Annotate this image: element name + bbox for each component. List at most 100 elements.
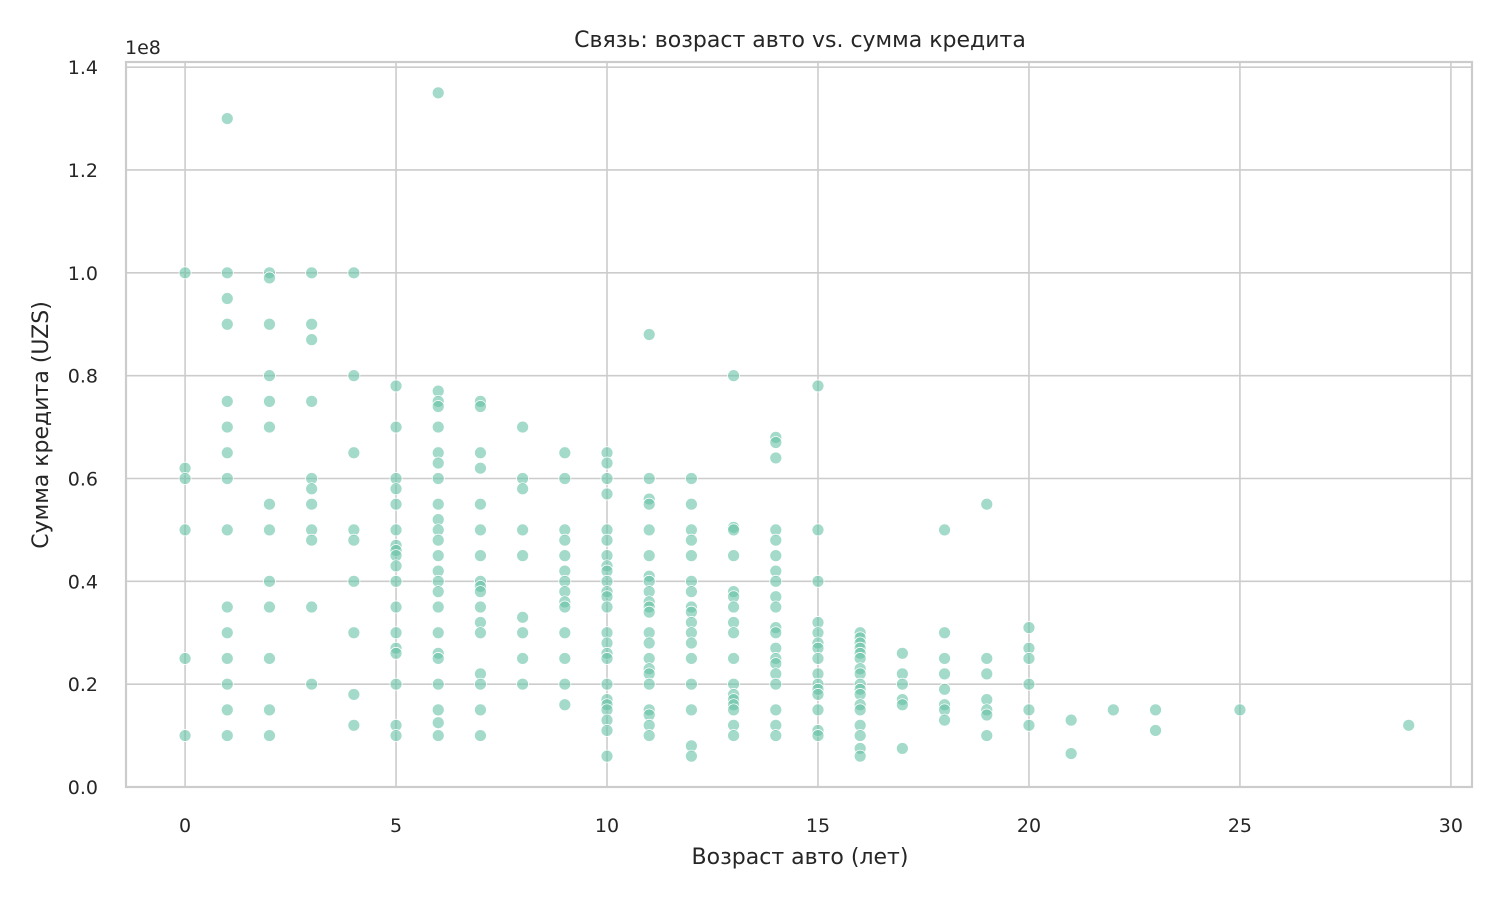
y-tick-labels: 0.0 0.2 0.4 0.6 0.8 1.0 1.2 1.4	[68, 57, 98, 799]
data-point	[727, 523, 740, 537]
data-point	[263, 574, 276, 588]
data-point	[220, 626, 234, 640]
data-point	[220, 420, 234, 434]
data-point	[389, 420, 403, 434]
data-point	[516, 677, 530, 691]
data-point	[685, 703, 698, 717]
data-point	[389, 379, 403, 393]
data-point	[431, 703, 445, 717]
data-point	[516, 549, 530, 563]
data-point	[642, 605, 656, 619]
data-point	[263, 394, 276, 408]
data-point	[431, 626, 445, 640]
data-point	[853, 749, 867, 763]
data-point	[305, 533, 319, 547]
data-point	[853, 729, 867, 742]
data-point	[895, 646, 909, 660]
x-tick-label: 5	[390, 815, 402, 837]
data-point	[474, 523, 487, 537]
data-point	[389, 626, 403, 640]
data-point	[642, 636, 656, 650]
data-point	[769, 549, 783, 563]
data-point	[220, 446, 234, 460]
data-point	[600, 487, 614, 501]
data-point	[980, 729, 994, 742]
data-point	[811, 652, 825, 665]
data-point	[347, 688, 361, 701]
data-point	[305, 333, 319, 347]
data-point	[980, 708, 994, 722]
x-tick-label: 25	[1228, 815, 1252, 837]
data-point	[389, 646, 403, 660]
y-offset-label: 1e8	[125, 37, 161, 59]
data-point	[474, 626, 487, 640]
x-axis-label: Возраст авто (лет)	[692, 845, 909, 870]
data-point	[474, 703, 487, 717]
plot-frame	[124, 60, 1474, 789]
data-point	[1149, 703, 1162, 717]
data-point	[305, 482, 319, 496]
data-point	[558, 698, 572, 712]
data-point	[389, 574, 403, 588]
data-point	[558, 549, 572, 563]
data-point	[431, 677, 445, 691]
data-point	[558, 626, 572, 640]
data-point	[642, 497, 656, 511]
data-point	[220, 677, 234, 691]
y-tick-label: 0.6	[68, 468, 98, 490]
data-point	[938, 682, 951, 696]
data-point	[853, 703, 867, 717]
data-point	[558, 446, 572, 460]
y-axis-label: Сумма кредита (UZS)	[29, 301, 54, 549]
data-point	[642, 328, 656, 341]
data-point	[389, 600, 403, 614]
data-point	[305, 317, 319, 331]
data-point	[178, 729, 192, 742]
data-point	[685, 549, 698, 563]
data-point	[474, 677, 487, 691]
data-point	[1022, 652, 1036, 665]
data-point	[389, 729, 403, 742]
data-point	[685, 749, 698, 763]
data-point	[642, 472, 656, 485]
data-point	[516, 482, 530, 496]
data-point	[431, 497, 445, 511]
data-point	[600, 456, 614, 470]
data-point	[769, 574, 783, 588]
data-point	[1233, 703, 1247, 717]
data-point	[347, 626, 361, 640]
data-point	[1106, 703, 1120, 717]
y-tick-label: 1.4	[68, 57, 98, 79]
data-point	[685, 677, 698, 691]
data-point	[1022, 718, 1036, 732]
data-point	[980, 497, 994, 511]
data-point	[727, 600, 740, 614]
data-point	[600, 749, 614, 763]
data-point	[600, 652, 614, 665]
data-point	[263, 703, 276, 717]
data-point	[220, 112, 234, 125]
data-point	[263, 523, 276, 537]
data-point	[474, 549, 487, 563]
data-point	[1022, 703, 1036, 717]
data-point	[220, 266, 234, 280]
data-point	[305, 677, 319, 691]
data-points	[178, 86, 1416, 763]
data-point	[347, 266, 361, 280]
data-point	[305, 600, 319, 614]
data-point	[769, 533, 783, 547]
data-point	[938, 713, 951, 727]
data-point	[600, 724, 614, 737]
data-point	[263, 420, 276, 434]
data-point	[727, 369, 740, 383]
data-point	[685, 652, 698, 665]
data-point	[811, 688, 825, 701]
data-point	[727, 549, 740, 563]
data-point	[938, 523, 951, 537]
data-point	[474, 729, 487, 742]
data-point	[769, 703, 783, 717]
data-point	[558, 472, 572, 485]
data-point	[600, 533, 614, 547]
data-point	[600, 472, 614, 485]
data-point	[1064, 747, 1078, 760]
